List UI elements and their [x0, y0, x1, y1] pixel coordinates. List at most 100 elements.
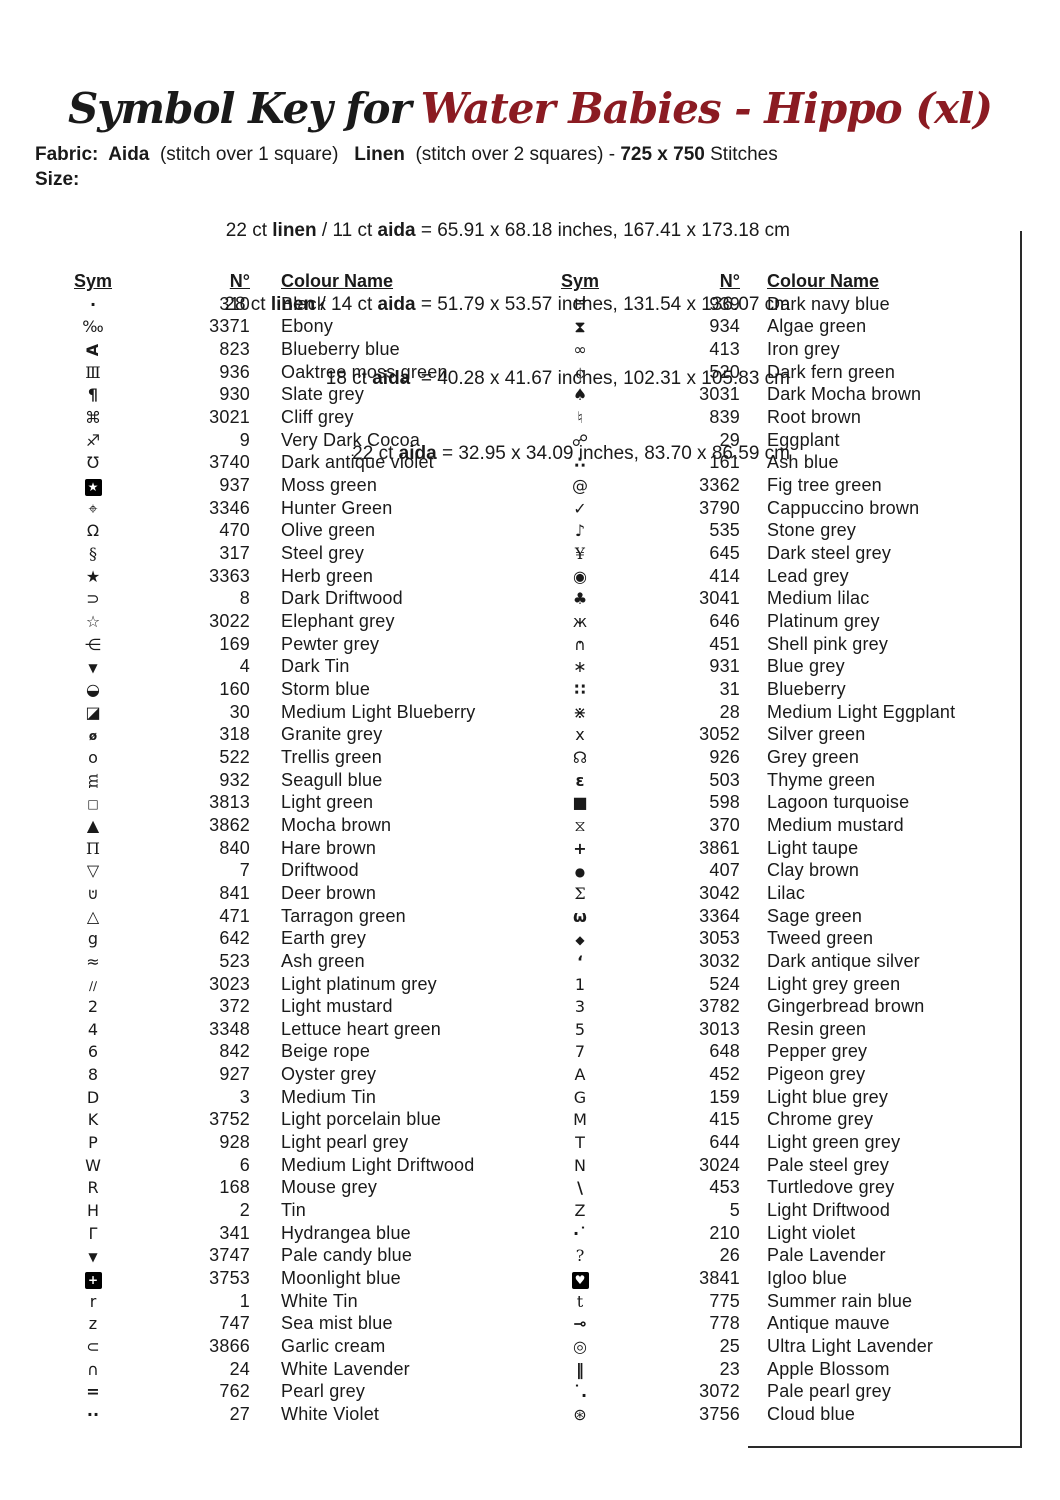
stitch-symbol: Ħ: [572, 294, 588, 314]
table-row: ● 407 Clay brown: [552, 859, 1022, 882]
table-row: 6 842 Beige rope: [65, 1041, 535, 1064]
size-line-4: 22 ct aida = 32.95 x 34.09 inches, 83.70…: [150, 442, 790, 467]
thread-number-cell: 3041: [699, 588, 740, 609]
table-row: ✓ 3790 Cappuccino brown: [552, 497, 1022, 520]
text-segment: linen: [270, 293, 316, 315]
colour-name-cell: Light violet: [767, 1222, 856, 1243]
column-header-number: N°: [719, 271, 740, 291]
symbol-cell: ★: [65, 566, 121, 587]
thread-number-cell: 598: [709, 792, 740, 813]
stitch-symbol: M: [573, 1110, 587, 1130]
symbol-cell: ⌘: [65, 407, 121, 428]
symbol-cell: ■: [552, 792, 608, 813]
symbol-cell: ø: [65, 724, 121, 745]
stitch-symbol: ⌘: [85, 408, 101, 428]
table-row: Ω 470 Olive green: [65, 520, 535, 543]
symbol-cell: ♪: [552, 520, 608, 541]
key-table-left-rows: · 310 Black ‰ 3371 Ebony A 823 Blueberry blue Ⅲ 93…: [65, 293, 535, 1426]
colour-name-cell: Earth grey: [281, 928, 367, 949]
symbol-cell: ≈: [65, 951, 121, 972]
table-row: A 823 Blueberry blue: [65, 338, 535, 361]
colour-name-cell: Hare brown: [281, 837, 377, 858]
table-row: ж 646 Platinum grey: [552, 610, 1022, 633]
colour-name-cell: Beige rope: [281, 1041, 371, 1062]
table-row: ♣ 3041 Medium lilac: [552, 588, 1022, 611]
colour-name-cell: White Tin: [281, 1290, 358, 1311]
colour-name-cell: Shell pink grey: [767, 633, 889, 654]
colour-name-cell: Dark navy blue: [767, 293, 890, 314]
stitch-symbol: ♣: [572, 589, 588, 609]
symbol-cell: ▼: [65, 656, 121, 677]
table-row: Ħ 939 Dark navy blue: [552, 293, 1022, 316]
table-row: ∷ 31 Blueberry: [552, 678, 1022, 701]
table-row: ø 318 Granite grey: [65, 723, 535, 746]
colour-name-cell: Oaktree moss green: [281, 361, 448, 382]
table-row: ∪ · 841 Deer brown: [65, 882, 535, 905]
colour-name-cell: Light grey green: [767, 973, 901, 994]
table-row: 2 372 Light mustard: [65, 995, 535, 1018]
symbol-cell: +: [552, 838, 608, 859]
colour-name-cell: Blueberry: [767, 678, 846, 699]
thread-number-cell: 2: [239, 1200, 250, 1221]
thread-number-cell: 775: [709, 1290, 740, 1311]
thread-number-cell: 3753: [209, 1268, 250, 1289]
colour-name-cell: Light porcelain blue: [281, 1109, 442, 1130]
colour-name-cell: Ash blue: [767, 452, 839, 473]
symbol-cell: 2: [65, 996, 121, 1017]
colour-name-cell: Clay brown: [767, 860, 860, 881]
symbol-cell: ♠: [552, 384, 608, 405]
size-label: Size:: [35, 169, 80, 190]
thread-number-cell: 317: [219, 543, 250, 564]
size-lines: 22 ct linen / 11 ct aida = 65.91 x 68.18…: [150, 169, 790, 516]
symbol-cell: ∞: [552, 339, 608, 360]
thread-number-cell: 934: [709, 316, 740, 337]
thread-number-cell: 370: [709, 814, 740, 835]
thread-number-cell: 413: [709, 339, 740, 360]
table-row: ◎ 25 Ultra Light Lavender: [552, 1335, 1022, 1358]
colour-name-cell: Light Driftwood: [767, 1200, 891, 1221]
stitch-symbol: +: [84, 1271, 102, 1289]
thread-number-cell: 310: [219, 293, 250, 314]
stitch-symbol: ∞: [573, 340, 587, 360]
symbol-cell: ·˙: [552, 1223, 608, 1244]
symbol-cell: 6: [65, 1041, 121, 1062]
symbol-cell: 1: [552, 974, 608, 995]
text-segment: aida: [377, 293, 416, 315]
table-row: +3861 Light taupe: [552, 837, 1022, 860]
colour-name-cell: Dark Driftwood: [281, 588, 403, 609]
thread-number-cell: 3790: [699, 497, 740, 518]
thread-number-cell: 3363: [209, 565, 250, 586]
thread-number-cell: 3021: [209, 407, 250, 428]
text-segment: aida: [372, 368, 411, 390]
size-line-2: 28 ct linen / 14 ct aida = 51.79 x 53.57…: [150, 293, 790, 318]
column-header-sym: Sym: [560, 271, 600, 291]
stitch-symbol: ⊂: [86, 1337, 100, 1357]
symbol-cell: ω: [552, 906, 608, 927]
thread-number-cell: 842: [219, 1041, 250, 1062]
stitch-symbol: ▲: [86, 815, 100, 835]
symbol-cell: □: [65, 792, 121, 813]
thread-number-cell: 642: [219, 928, 250, 949]
stitch-symbol: ·: [89, 294, 97, 314]
thread-number-cell: 3031: [699, 384, 740, 405]
colour-name-cell: Turtledove grey: [767, 1177, 895, 1198]
symbol-cell: ∩ ·: [552, 634, 608, 655]
table-row: ¥645 Dark steel grey: [552, 542, 1022, 565]
symbol-cell: ∷: [552, 679, 608, 700]
colour-name-cell: Dark steel grey: [767, 543, 892, 564]
table-row: ▼ 3747 Pale candy blue: [65, 1245, 535, 1268]
colour-name-cell: Mouse grey: [281, 1177, 378, 1198]
thread-number-cell: 3042: [699, 882, 740, 903]
thread-number-cell: 936: [219, 361, 250, 382]
stitch-symbol: ⋇: [573, 702, 587, 722]
stitch-symbol: Ω: [86, 521, 100, 541]
colour-name-cell: Elephant grey: [281, 611, 395, 632]
thread-number-cell: 3752: [209, 1109, 250, 1130]
stitch-symbol: \: [577, 1178, 583, 1198]
symbol-cell: ♣: [552, 588, 608, 609]
colour-name-cell: Dark antique violet: [281, 452, 434, 473]
symbol-cell: Z: [552, 1200, 608, 1221]
colour-name-cell: Light taupe: [767, 837, 859, 858]
colour-name-cell: Granite grey: [281, 724, 383, 745]
table-row: R 168 Mouse grey: [65, 1177, 535, 1200]
